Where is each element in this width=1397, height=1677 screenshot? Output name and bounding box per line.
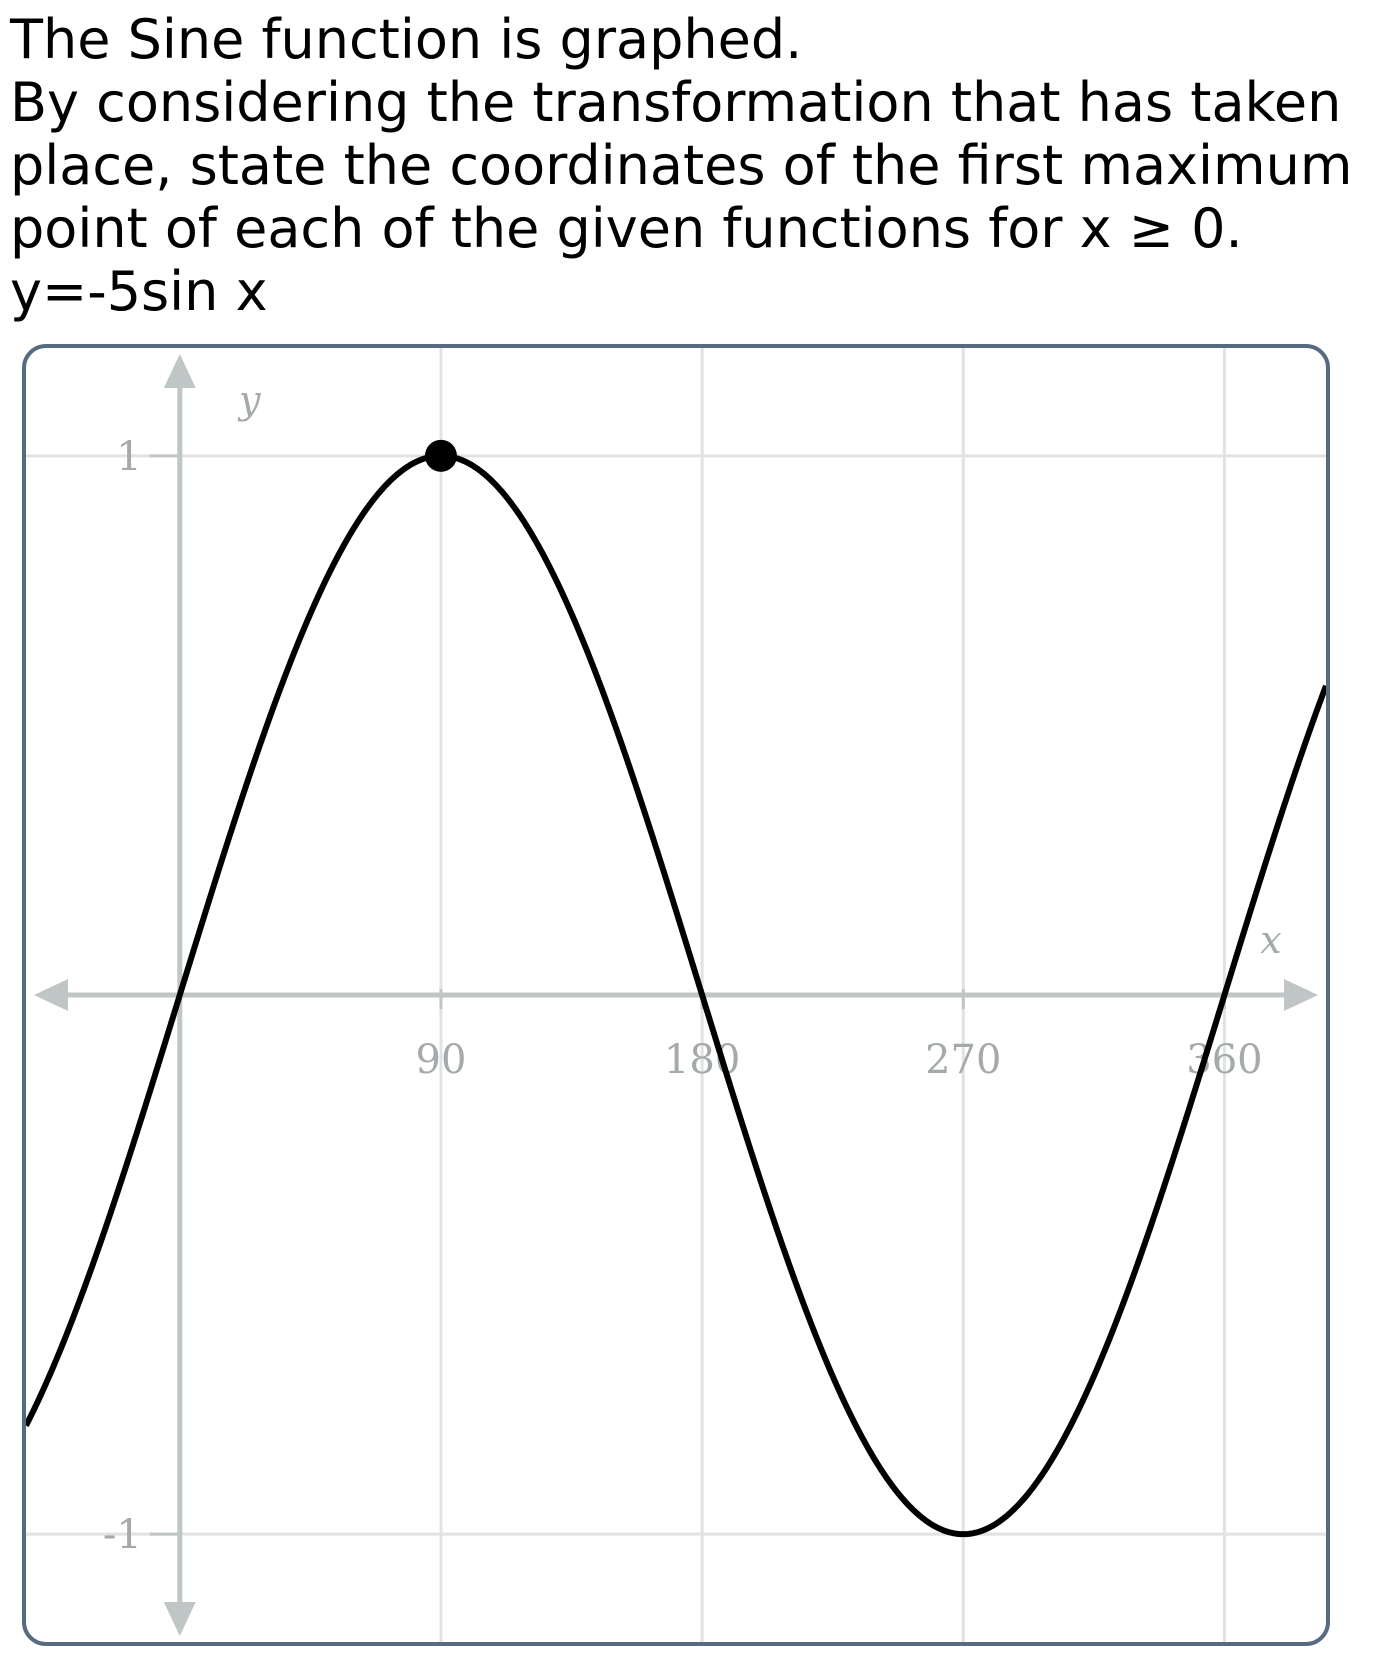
x-tick-label-270: 270 xyxy=(925,1037,1001,1083)
curve-layer xyxy=(26,439,1326,1538)
maximum-point-marker xyxy=(424,439,457,472)
function-equation: y=-5sin x xyxy=(10,260,268,323)
y-tick-label--1: -1 xyxy=(103,1512,142,1558)
graph-frame: 90 180 270 360 1 -1 x y xyxy=(22,344,1330,1646)
x-tick-label-90: 90 xyxy=(416,1037,467,1083)
y-tick-label-1: 1 xyxy=(116,434,141,480)
y-axis-down-arrow-icon xyxy=(163,1602,196,1636)
x-axis-left-arrow-icon xyxy=(34,979,68,1011)
x-axis-right-arrow-icon xyxy=(1284,979,1318,1011)
question-line-3: place, state the coordinates of the firs… xyxy=(10,134,1353,197)
x-axis-label: x xyxy=(1260,918,1281,962)
y-axis-label: y xyxy=(237,378,261,422)
question-text: The Sine function is graphed. By conside… xyxy=(10,8,1395,323)
y-axis-up-arrow-icon xyxy=(163,354,196,388)
question-line-1: The Sine function is graphed. xyxy=(10,8,803,71)
question-line-2: By considering the transformation that h… xyxy=(10,71,1342,134)
question-line-4: point of each of the given functions for… xyxy=(10,197,1243,260)
axes xyxy=(34,354,1318,1636)
sine-curve xyxy=(26,452,1326,1538)
